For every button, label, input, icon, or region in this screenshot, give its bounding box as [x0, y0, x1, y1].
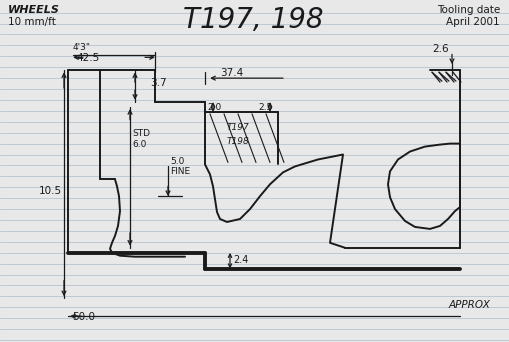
Text: 10.5: 10.5: [39, 186, 62, 196]
Text: STD
6.0: STD 6.0: [132, 129, 150, 148]
Text: 42.5: 42.5: [76, 53, 99, 63]
Text: APPROX: APPROX: [448, 300, 490, 310]
Text: 10 mm/ft: 10 mm/ft: [8, 16, 56, 27]
Text: T197: T197: [227, 123, 250, 132]
Text: 2.6: 2.6: [432, 44, 448, 54]
Text: T197, 198: T197, 198: [183, 5, 323, 34]
Text: WHEELS: WHEELS: [8, 5, 60, 15]
Text: T198: T198: [227, 136, 250, 146]
Text: 2.5: 2.5: [258, 103, 272, 112]
Text: 2.4: 2.4: [233, 255, 248, 265]
Text: 4'3": 4'3": [73, 43, 91, 52]
Text: 2.0: 2.0: [207, 103, 221, 112]
Text: Tooling date: Tooling date: [437, 5, 500, 15]
Text: 3.7: 3.7: [150, 78, 166, 88]
Text: 5.0
FINE: 5.0 FINE: [170, 157, 190, 176]
Text: 50.0: 50.0: [72, 312, 95, 322]
Text: April 2001: April 2001: [446, 16, 500, 27]
Text: 37.4: 37.4: [220, 68, 243, 78]
